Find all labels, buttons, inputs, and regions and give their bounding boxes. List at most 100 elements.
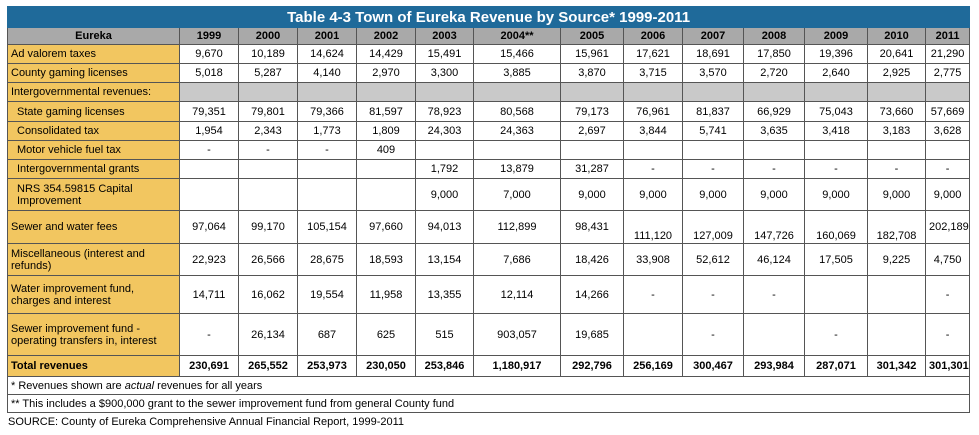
- value-cell: 18,593: [356, 243, 416, 276]
- year-header: 2011: [924, 27, 971, 45]
- value-cell: 14,429: [356, 44, 416, 64]
- value-cell: 81,837: [682, 101, 744, 122]
- table-row: State gaming licenses 79,351 79,801 79,366 8…: [7, 101, 971, 122]
- row-label: Sewer improvement fund - operating trans…: [7, 313, 180, 356]
- value-cell: 9,225: [867, 243, 926, 276]
- row-label: Intergovernmental grants: [7, 159, 180, 179]
- table-row: Motor vehicle fuel tax - - -409: [7, 140, 971, 160]
- value-cell: 79,366: [297, 101, 357, 122]
- value-cell: 9,000: [623, 178, 683, 211]
- value-cell: [297, 178, 357, 211]
- value-cell: [924, 140, 971, 160]
- value-cell: 1,954: [179, 121, 239, 141]
- table-row: Sewer improvement fund - operating trans…: [7, 313, 971, 356]
- value-cell: -: [804, 313, 868, 356]
- value-cell: [743, 313, 805, 356]
- empty-cell: [804, 82, 868, 102]
- value-cell: 9,000: [804, 178, 868, 211]
- table-row: County gaming licenses 5,018 5,287 4,140 2,9…: [7, 63, 971, 83]
- empty-cell: [179, 82, 239, 102]
- year-header: 2009: [804, 27, 868, 45]
- year-header: 2008: [743, 27, 805, 45]
- value-cell: 18,426: [560, 243, 624, 276]
- value-cell: 625: [356, 313, 416, 356]
- value-cell: 300,467: [682, 355, 744, 377]
- value-cell: [179, 159, 239, 179]
- table-row: Sewer and water fees 97,064 99,170 105,154 9…: [7, 210, 971, 244]
- value-cell: 80,568: [473, 101, 561, 122]
- value-cell: [238, 159, 298, 179]
- table-row: Miscellaneous (interest and refunds) 22,9…: [7, 243, 971, 276]
- value-cell: [867, 275, 926, 314]
- value-cell: -: [179, 313, 239, 356]
- value-cell: 265,552: [238, 355, 298, 377]
- row-label: Motor vehicle fuel tax: [7, 140, 180, 160]
- value-cell: 2,925: [867, 63, 926, 83]
- value-cell: -: [682, 275, 744, 314]
- value-cell: 112,899: [473, 210, 561, 244]
- value-cell: [415, 140, 474, 160]
- value-cell: 31,287: [560, 159, 624, 179]
- value-cell: 9,670: [179, 44, 239, 64]
- year-header: 2005: [560, 27, 624, 45]
- value-cell: 2,775: [924, 63, 971, 83]
- row-label: Ad valorem taxes: [7, 44, 180, 64]
- value-cell: 97,064: [179, 210, 239, 244]
- row-label: County gaming licenses: [7, 63, 180, 83]
- value-cell: -: [297, 140, 357, 160]
- empty-cell: [356, 82, 416, 102]
- value-cell: 3,844: [623, 121, 683, 141]
- value-cell: 14,266: [560, 275, 624, 314]
- value-cell: [867, 140, 926, 160]
- empty-cell: [297, 82, 357, 102]
- value-cell: 515: [415, 313, 474, 356]
- value-cell: 24,303: [415, 121, 474, 141]
- value-cell: 3,715: [623, 63, 683, 83]
- year-header: 2010: [867, 27, 926, 45]
- value-cell: 9,000: [682, 178, 744, 211]
- year-header: 2007: [682, 27, 744, 45]
- value-cell: 9,000: [924, 178, 971, 211]
- table-row: NRS 354.59815 Capital Improvement 9,000 7,…: [7, 178, 971, 211]
- empty-cell: [924, 82, 971, 102]
- revenue-table: Table 4-3 Town of Eureka Revenue by Sour…: [6, 6, 971, 413]
- year-header: 2002: [356, 27, 416, 45]
- empty-cell: [867, 82, 926, 102]
- value-cell: 26,566: [238, 243, 298, 276]
- value-cell: [473, 140, 561, 160]
- value-cell: 3,418: [804, 121, 868, 141]
- footnote-2: ** This includes a $900,000 grant to the…: [6, 394, 971, 413]
- value-cell: 19,554: [297, 275, 357, 314]
- value-cell: 10,189: [238, 44, 298, 64]
- value-cell: 2,970: [356, 63, 416, 83]
- value-cell: 16,062: [238, 275, 298, 314]
- value-cell: 14,624: [297, 44, 357, 64]
- value-cell: -: [623, 275, 683, 314]
- value-cell: 301,342: [867, 355, 926, 377]
- value-cell: 22,923: [179, 243, 239, 276]
- value-cell: 147,726: [743, 210, 805, 244]
- value-cell: 13,355: [415, 275, 474, 314]
- value-cell: 230,691: [179, 355, 239, 377]
- value-cell: 253,846: [415, 355, 474, 377]
- value-cell: 17,621: [623, 44, 683, 64]
- value-cell: -: [867, 159, 926, 179]
- value-cell: [804, 275, 868, 314]
- value-cell: 12,114: [473, 275, 561, 314]
- value-cell: 1,809: [356, 121, 416, 141]
- table-row: Ad valorem taxes 9,670 10,189 14,624 14,429 1…: [7, 44, 971, 64]
- value-cell: [623, 140, 683, 160]
- value-cell: 3,885: [473, 63, 561, 83]
- empty-cell: [743, 82, 805, 102]
- empty-cell: [415, 82, 474, 102]
- value-cell: 1,773: [297, 121, 357, 141]
- value-cell: [804, 140, 868, 160]
- footnote-row: ** This includes a $900,000 grant to the…: [6, 394, 971, 413]
- value-cell: [356, 178, 416, 211]
- footnote-1: * Revenues shown are actual revenues for…: [6, 376, 971, 395]
- value-cell: 105,154: [297, 210, 357, 244]
- value-cell: 98,431: [560, 210, 624, 244]
- table-title: Table 4-3 Town of Eureka Revenue by Sour…: [6, 6, 971, 28]
- value-cell: 15,491: [415, 44, 474, 64]
- value-cell: 15,466: [473, 44, 561, 64]
